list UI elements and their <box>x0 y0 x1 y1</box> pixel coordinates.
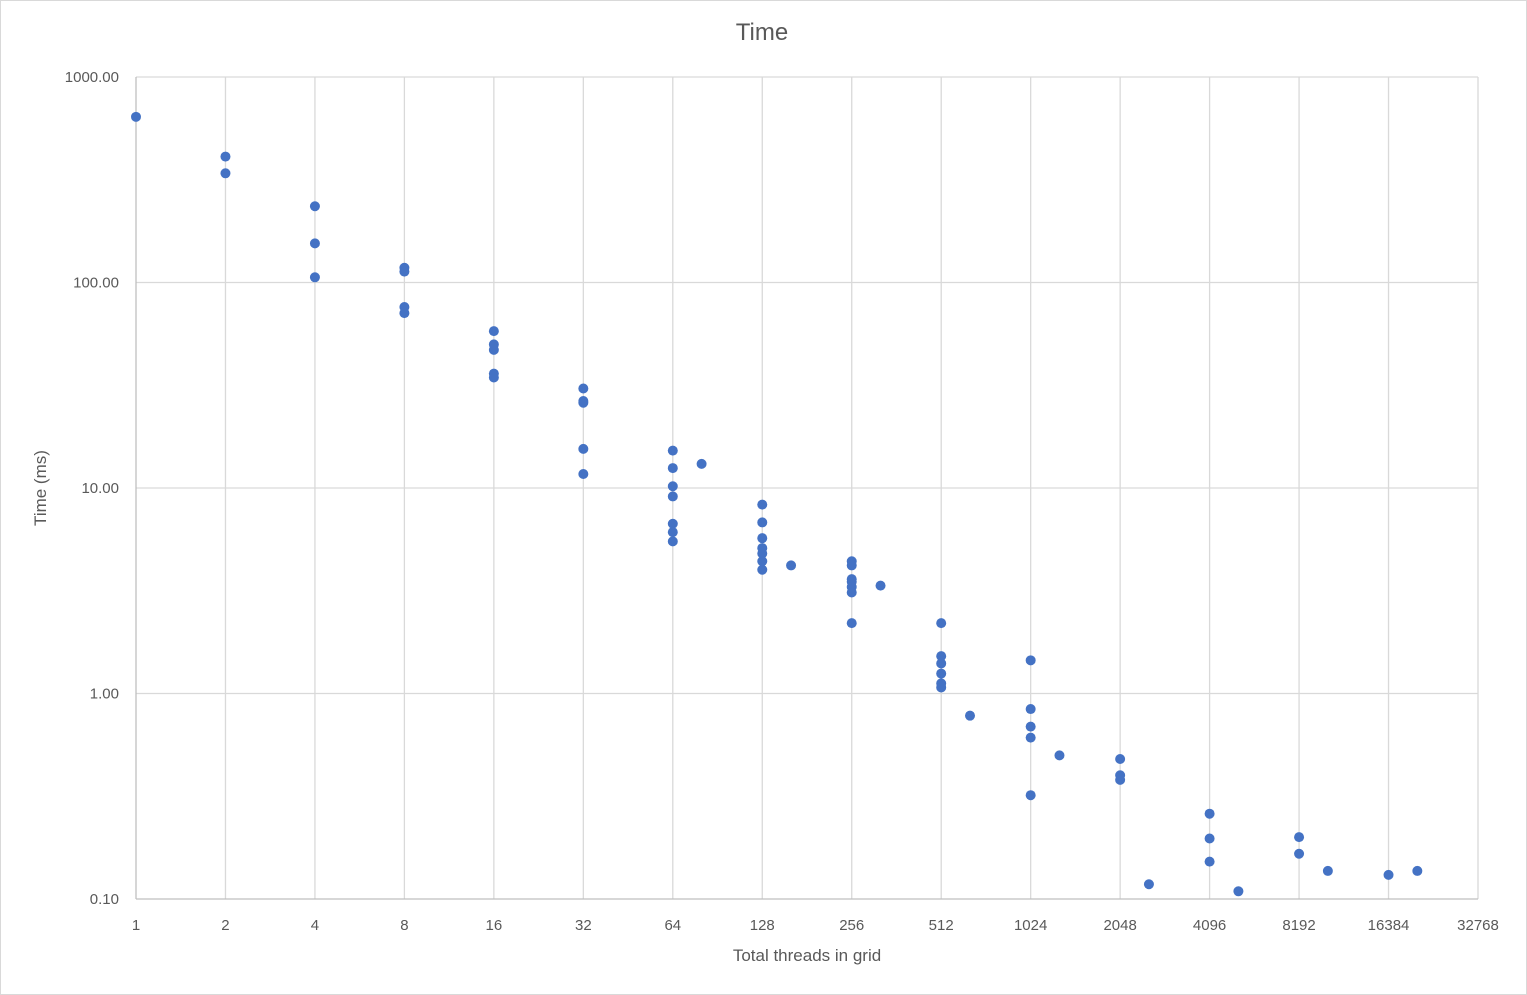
data-point <box>846 587 857 598</box>
data-point <box>1383 869 1394 880</box>
x-tick-label: 128 <box>750 917 775 934</box>
x-tick-label: 16384 <box>1368 917 1410 934</box>
x-tick-label: 2 <box>221 917 229 934</box>
x-tick-label: 4 <box>311 917 319 934</box>
y-tick-label: 0.10 <box>90 891 119 908</box>
data-point <box>1204 833 1215 844</box>
data-point <box>667 527 678 538</box>
data-point <box>757 517 768 528</box>
x-tick-label: 32 <box>575 917 592 934</box>
data-point <box>488 326 499 337</box>
x-tick-label: 512 <box>929 917 954 934</box>
data-point <box>696 458 707 469</box>
data-point <box>488 372 499 383</box>
x-tick-label: 32768 <box>1457 917 1499 934</box>
data-points <box>131 111 1423 897</box>
data-point <box>309 201 320 212</box>
data-point <box>757 564 768 575</box>
data-point <box>309 272 320 283</box>
y-tick-label: 100.00 <box>73 275 119 292</box>
data-point <box>936 658 947 669</box>
x-tick-label: 8192 <box>1282 917 1315 934</box>
data-point <box>1412 865 1423 876</box>
data-point <box>757 556 768 567</box>
data-point <box>1294 848 1305 859</box>
x-axis-title: Total threads in grid <box>733 946 881 965</box>
data-point <box>1294 832 1305 843</box>
data-point <box>1322 865 1333 876</box>
data-point <box>846 560 857 571</box>
data-point <box>1025 704 1036 715</box>
data-point <box>399 308 410 319</box>
data-point <box>578 468 589 479</box>
data-point <box>1025 732 1036 743</box>
data-point <box>131 111 141 122</box>
data-point <box>875 580 886 591</box>
data-point <box>757 499 768 510</box>
data-point <box>1233 886 1244 897</box>
y-axis-title: Time (ms) <box>31 450 50 526</box>
chart-title: Time <box>736 19 788 46</box>
data-point <box>1143 879 1154 890</box>
data-point <box>667 536 678 547</box>
data-point <box>220 168 231 179</box>
data-point <box>965 710 976 721</box>
data-point <box>1025 655 1036 666</box>
x-tick-label: 16 <box>486 917 503 934</box>
data-point <box>936 668 947 679</box>
data-point <box>1204 808 1215 819</box>
data-point <box>757 548 768 559</box>
data-point <box>667 463 678 474</box>
gridlines <box>136 76 1479 899</box>
data-point <box>936 651 947 662</box>
data-point <box>1025 790 1036 801</box>
data-point <box>667 518 678 529</box>
data-point <box>757 533 768 544</box>
data-point <box>578 443 589 454</box>
data-point <box>309 238 320 249</box>
x-tick-label: 4096 <box>1193 917 1226 934</box>
data-point <box>667 491 678 502</box>
x-tick-label: 256 <box>839 917 864 934</box>
data-point <box>1025 721 1036 732</box>
data-point <box>578 397 589 408</box>
y-tick-label: 1000.00 <box>65 69 119 86</box>
data-point <box>936 682 947 693</box>
data-point <box>1204 856 1215 867</box>
data-point <box>667 481 678 492</box>
x-tick-label: 1 <box>132 917 140 934</box>
data-point <box>786 560 797 571</box>
data-point <box>846 618 857 629</box>
data-point <box>220 151 231 162</box>
data-point <box>488 344 499 355</box>
tick-labels: 0.10 1.00 10.00 100.00 1000.00 1 2 4 8 16 32 64 128 2… <box>65 69 1499 934</box>
axes <box>135 77 1478 900</box>
data-point <box>1115 774 1126 785</box>
y-tick-label: 1.00 <box>90 686 119 703</box>
data-point <box>1054 750 1065 761</box>
data-point <box>936 618 947 629</box>
x-tick-label: 64 <box>664 917 681 934</box>
data-point <box>578 383 589 394</box>
data-point <box>1115 754 1126 765</box>
data-point <box>667 445 678 456</box>
y-tick-label: 10.00 <box>81 480 119 497</box>
x-tick-label: 2048 <box>1103 917 1136 934</box>
x-tick-label: 8 <box>400 917 408 934</box>
x-tick-label: 1024 <box>1014 917 1047 934</box>
data-point <box>399 266 410 277</box>
